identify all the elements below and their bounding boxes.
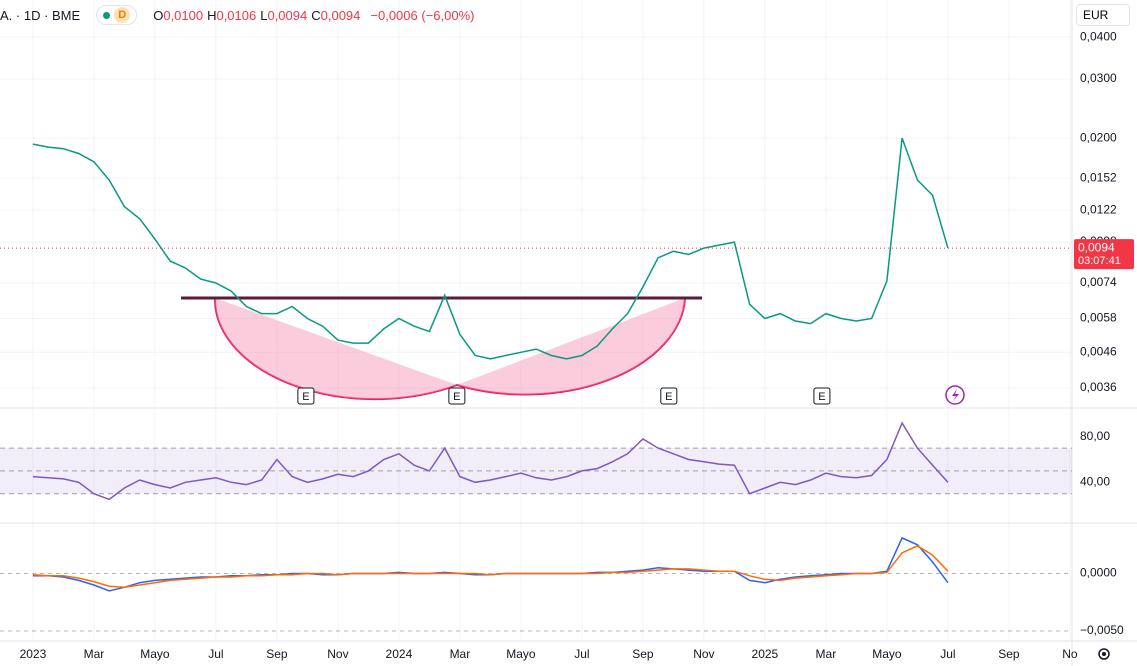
event-icon[interactable] [945, 385, 965, 405]
x-tick-label: Mar [84, 647, 105, 661]
legend-header: A. · 1D · BME D O0,0100 H0,0106 L0,0094 C0,… [0, 5, 478, 25]
y-tick-label: −0,0050 [1080, 623, 1124, 637]
x-tick-label: Mayo [872, 647, 902, 661]
y-tick-label: 0,0074 [1080, 275, 1117, 289]
y-tick-label: 0,0152 [1080, 170, 1117, 184]
ohlc-key: O [153, 7, 164, 23]
y-tick-label: 0,0122 [1080, 202, 1117, 216]
y-tick-label: 0,0400 [1080, 29, 1117, 43]
y-tick-label: 0,0046 [1080, 344, 1117, 358]
earnings-label: E [453, 391, 460, 403]
x-tick-label: Mayo [506, 647, 536, 661]
x-tick-label: Jul [940, 647, 955, 661]
earnings-marker [813, 387, 831, 405]
y-tick-label: 0,0300 [1080, 71, 1117, 85]
y-tick-label: 0,0036 [1080, 380, 1117, 394]
event-icon-bolt [952, 389, 959, 401]
settings-button[interactable] [1098, 648, 1110, 660]
ohlc-key: L [260, 7, 268, 23]
market-status [103, 11, 111, 19]
y-tick-label: 80,00 [1080, 429, 1110, 443]
x-tick-label: Mayo [140, 647, 170, 661]
cup-fill [214, 298, 685, 400]
x-tick-label: Nov [327, 647, 348, 661]
x-tick-label: 2025 [752, 647, 779, 661]
earnings-marker [297, 387, 315, 405]
x-tick-label: Sep [266, 647, 288, 661]
x-tick-label: 2023 [20, 647, 47, 661]
badge: D [114, 7, 131, 23]
series-line [32, 421, 949, 501]
last-price-box [1074, 239, 1134, 270]
ohlc-value: 0,0094 [267, 7, 308, 23]
earnings-marker [660, 387, 678, 405]
cup-arc [213, 297, 686, 401]
earnings-label: E [818, 391, 825, 403]
x-tick-label: Jul [574, 647, 589, 661]
ohlc-key: C [311, 7, 321, 23]
change: −0,0006 (−6,00%) [370, 7, 475, 23]
x-tick-label: Jul [208, 647, 223, 661]
series-line [32, 137, 949, 360]
ohlc-key: H [207, 7, 217, 23]
x-tick-label: Mar [816, 647, 837, 661]
countdown: 03:07:41 [1078, 255, 1121, 267]
currency-button[interactable]: EUR [1076, 4, 1130, 26]
x-tick-label: No [1062, 647, 1078, 661]
ohlc-value: 0,0106 [216, 7, 257, 23]
x-tick-label: Mar [450, 647, 471, 661]
ohlc-value: 0,0100 [163, 7, 204, 23]
earnings-marker [448, 387, 466, 405]
earnings-label: E [302, 391, 309, 403]
y-tick-label: 0,0200 [1080, 130, 1117, 144]
symbol[interactable]: A. · 1D · BME [0, 7, 81, 23]
status-pill[interactable]: D [96, 5, 138, 25]
x-tick-label: Sep [632, 647, 654, 661]
y-tick-label: 40,00 [1080, 474, 1110, 488]
last-price-label: 0,0094 [1078, 240, 1115, 254]
y-tick-label: 0,0058 [1080, 311, 1117, 325]
series-line [32, 545, 949, 589]
x-tick-label: 2024 [386, 647, 413, 661]
earnings-label: E [665, 391, 672, 403]
y-tick-label: 0,0000 [1080, 566, 1117, 580]
ohlc-value: 0,0094 [320, 7, 361, 23]
x-tick-label: Sep [998, 647, 1020, 661]
series-line [32, 536, 949, 592]
ohlc: O0,0100 H0,0106 L0,0094 C0,0094 [153, 8, 364, 23]
settings-button-center [1102, 652, 1106, 656]
x-tick-label: Nov [693, 647, 714, 661]
